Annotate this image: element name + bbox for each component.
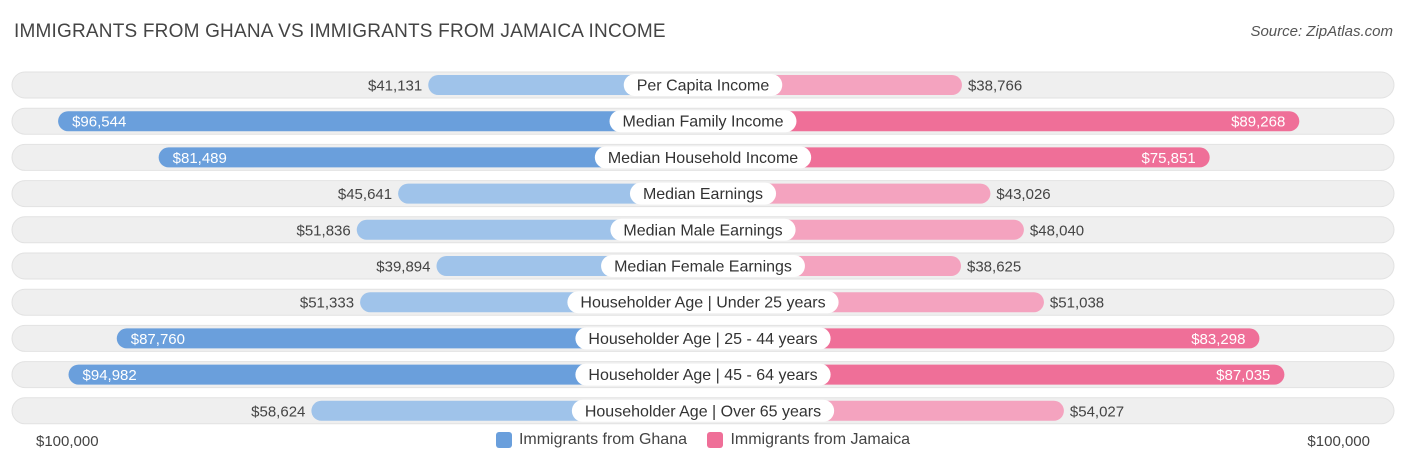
category-pill	[629, 182, 777, 205]
legend-swatch-jamaica	[707, 432, 724, 448]
category-pill	[623, 74, 783, 96]
axis-right-label: $100,000	[1307, 433, 1370, 450]
legend-swatch-ghana	[495, 432, 512, 448]
value-label-jamaica: $89,268	[1231, 114, 1285, 131]
category-label: Householder Age | 45 - 64 years	[588, 367, 817, 384]
legend-item-ghana[interactable]: Immigrants from Ghana	[495, 431, 687, 449]
diverging-bar-chart: $41,131 $38,766 Per Capita Income $96,544 $8…	[11, 71, 1395, 425]
category-pill	[575, 327, 831, 350]
category-label: Median Female Earnings	[614, 259, 792, 276]
category-pill	[609, 110, 797, 133]
value-label-ghana: $96,544	[72, 114, 126, 131]
value-label-ghana: $87,760	[131, 331, 185, 348]
category-pill	[571, 399, 835, 422]
bar-jamaica	[703, 111, 1300, 132]
value-label-jamaica: $43,026	[996, 186, 1050, 203]
bar-jamaica	[703, 147, 1210, 168]
value-label-jamaica: $87,035	[1216, 367, 1270, 384]
bar-ghana	[158, 147, 704, 168]
value-label-ghana: $41,131	[368, 78, 422, 95]
chart-source: Source: ZipAtlas.com	[1250, 23, 1393, 40]
category-label: Median Male Earnings	[623, 222, 782, 239]
value-label-jamaica: $75,851	[1141, 150, 1195, 167]
value-label-ghana: $58,624	[251, 403, 305, 420]
value-label-ghana: $51,333	[300, 295, 354, 312]
value-label-jamaica: $54,027	[1070, 403, 1124, 420]
legend: Immigrants from Ghana Immigrants from Ja…	[0, 431, 1406, 453]
category-label: Householder Age | Under 25 years	[580, 295, 825, 312]
bar-jamaica	[703, 364, 1285, 385]
bar-ghana	[58, 111, 704, 132]
axis-left-label: $100,000	[36, 433, 99, 450]
value-label-jamaica: $48,040	[1030, 222, 1084, 239]
value-label-ghana: $81,489	[173, 150, 227, 167]
bar-ghana	[68, 364, 703, 385]
value-label-ghana: $39,894	[376, 259, 430, 276]
legend-label-jamaica: Immigrants from Jamaica	[730, 431, 911, 448]
bar-jamaica	[703, 183, 991, 204]
category-pill	[594, 146, 812, 169]
chart-title: IMMIGRANTS FROM GHANA VS IMMIGRANTS FROM…	[14, 21, 666, 42]
category-label: Median Household Income	[608, 150, 798, 167]
bar-jamaica	[703, 328, 1260, 349]
bar-ghana	[398, 183, 703, 204]
legend-item-jamaica[interactable]: Immigrants from Jamaica	[707, 431, 910, 449]
category-label: Median Family Income	[623, 114, 784, 131]
legend-label-ghana: Immigrants from Ghana	[518, 431, 687, 448]
category-pill	[567, 291, 839, 314]
category-label: Median Earnings	[643, 186, 763, 203]
category-pill	[601, 255, 805, 277]
value-label-jamaica: $38,625	[967, 259, 1021, 276]
category-label: Householder Age | 25 - 44 years	[588, 331, 817, 348]
bar-ghana	[116, 328, 704, 349]
category-pill	[575, 363, 831, 386]
value-label-ghana: $51,836	[297, 222, 351, 239]
category-label: Per Capita Income	[637, 78, 770, 95]
value-label-jamaica: $83,298	[1191, 331, 1245, 348]
category-pill	[610, 218, 796, 241]
category-label: Householder Age | Over 65 years	[585, 403, 821, 420]
value-label-jamaica: $51,038	[1050, 295, 1104, 312]
value-label-jamaica: $38,766	[968, 78, 1022, 95]
value-label-ghana: $45,641	[338, 186, 392, 203]
value-label-ghana: $94,982	[83, 367, 137, 384]
